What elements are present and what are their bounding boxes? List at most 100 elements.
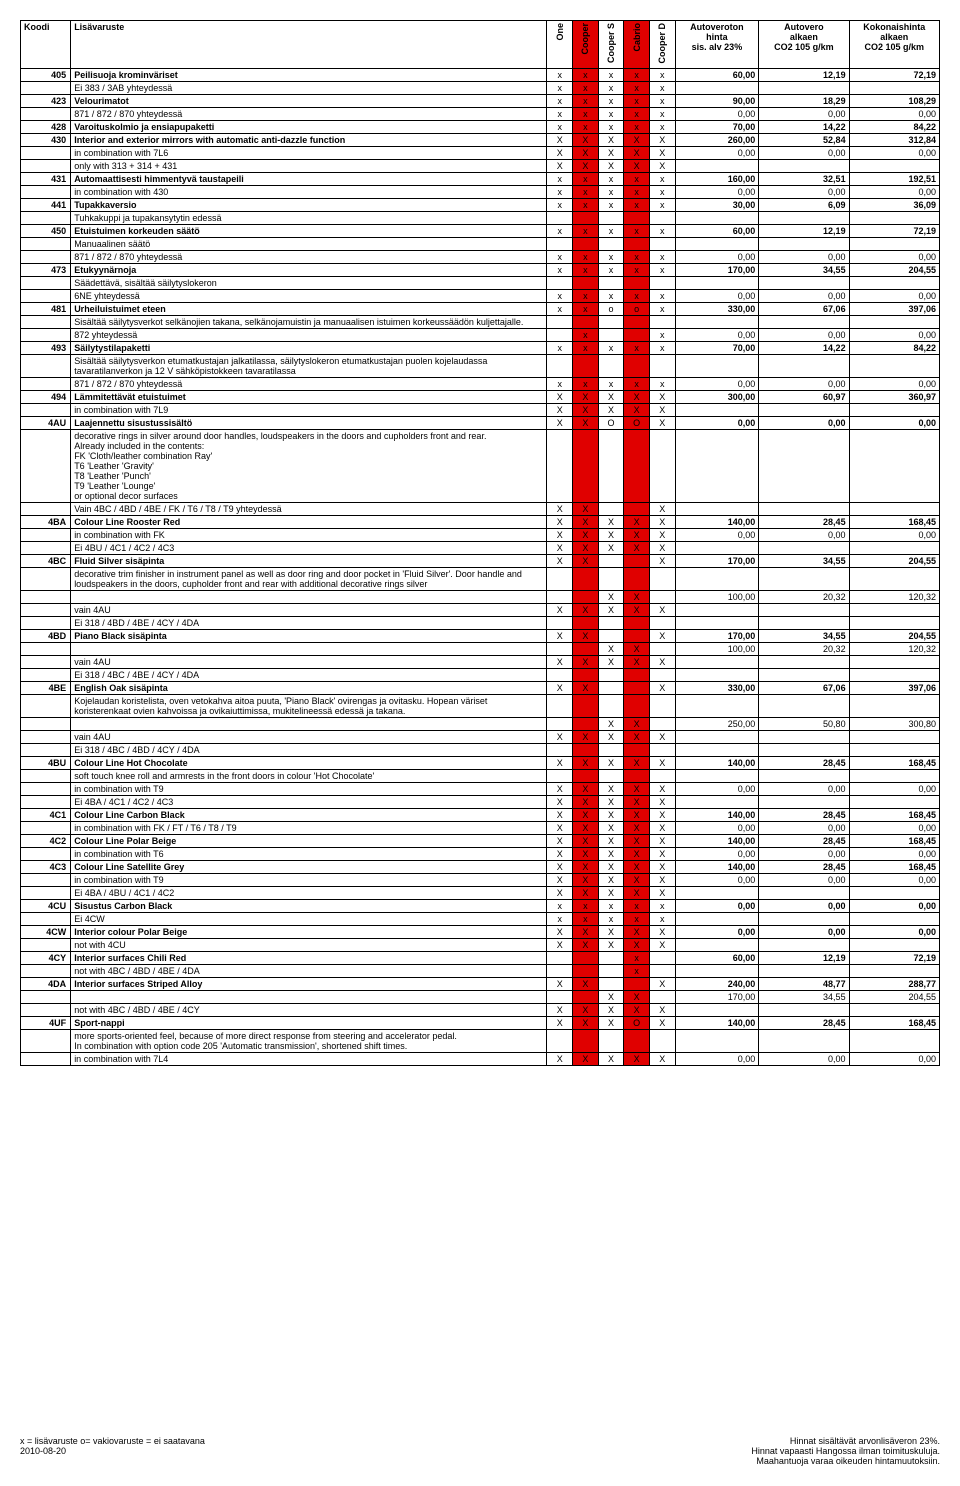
table-row: soft touch knee roll and armrests in the… (21, 769, 940, 782)
mark-cell: X (573, 1052, 599, 1065)
price-cell (759, 276, 849, 289)
mark-cell: X (624, 717, 650, 730)
table-row: in combination with T9XXXXX0,000,000,00 (21, 782, 940, 795)
code-cell (21, 211, 71, 224)
table-row: 871 / 872 / 870 yhteydessäxxxxx0,000,000… (21, 250, 940, 263)
mark-cell (573, 237, 599, 250)
price-cell: 14,22 (759, 341, 849, 354)
price-cell: 170,00 (675, 990, 759, 1003)
price-cell (849, 276, 939, 289)
mark-cell: x (547, 185, 573, 198)
desc-cell: Peilisuoja krominväriset (71, 68, 547, 81)
mark-cell: x (649, 377, 675, 390)
price-cell: 140,00 (675, 756, 759, 769)
mark-cell: x (649, 185, 675, 198)
mark-cell (573, 694, 599, 717)
table-row: decorative rings in silver around door h… (21, 429, 940, 502)
price-cell (675, 668, 759, 681)
price-cell (849, 1029, 939, 1052)
date: 2010-08-20 (20, 1446, 205, 1456)
price-cell (675, 616, 759, 629)
price-cell: 0,00 (849, 925, 939, 938)
mark-cell: X (547, 603, 573, 616)
price-cell (849, 964, 939, 977)
code-cell (21, 377, 71, 390)
code-cell (21, 159, 71, 172)
price-cell (849, 655, 939, 668)
price-cell: 0,00 (849, 782, 939, 795)
price-cell: 67,06 (759, 302, 849, 315)
price-cell (675, 315, 759, 328)
mark-cell (547, 429, 573, 502)
price-cell: 0,00 (759, 377, 849, 390)
mark-cell: X (624, 873, 650, 886)
desc-cell: decorative trim finisher in instrument p… (71, 567, 547, 590)
desc-cell: Lämmitettävät etuistuimet (71, 390, 547, 403)
mark-cell: X (547, 847, 573, 860)
price-cell: 170,00 (675, 554, 759, 567)
mark-cell: X (624, 159, 650, 172)
price-cell (759, 912, 849, 925)
price-cell: 0,00 (675, 185, 759, 198)
mark-cell (547, 642, 573, 655)
mark-cell (598, 354, 624, 377)
mark-cell (573, 616, 599, 629)
table-row: Sisältää säilytysverkot selkänojien taka… (21, 315, 940, 328)
mark-cell: X (573, 1016, 599, 1029)
mark-cell: X (649, 795, 675, 808)
mark-cell: x (598, 377, 624, 390)
mark-cell: X (649, 977, 675, 990)
price-cell (675, 769, 759, 782)
code-cell (21, 847, 71, 860)
mark-cell (649, 642, 675, 655)
price-cell (849, 616, 939, 629)
desc-cell: Etukyynärnoja (71, 263, 547, 276)
mark-cell: X (649, 629, 675, 642)
desc-cell: Fluid Silver sisäpinta (71, 554, 547, 567)
mark-cell: X (624, 938, 650, 951)
mark-cell: X (624, 808, 650, 821)
price-cell (759, 769, 849, 782)
mark-cell: X (547, 390, 573, 403)
mark-cell: X (649, 133, 675, 146)
mark-cell: x (573, 289, 599, 302)
mark-cell: x (547, 107, 573, 120)
mark-cell: X (624, 795, 650, 808)
mark-cell: x (598, 172, 624, 185)
table-row: Säädettävä, sisältää säilytyslokeron (21, 276, 940, 289)
code-cell: 4UF (21, 1016, 71, 1029)
table-row: 4CYInterior surfaces Chili Redx60,0012,1… (21, 951, 940, 964)
mark-cell (547, 694, 573, 717)
code-cell (21, 250, 71, 263)
price-cell (675, 603, 759, 616)
price-cell (675, 159, 759, 172)
mark-cell: X (624, 821, 650, 834)
desc-cell: Sisältää säilytysverkon etumatkustajan j… (71, 354, 547, 377)
mark-cell: X (649, 925, 675, 938)
mark-cell (624, 567, 650, 590)
mark-cell (624, 616, 650, 629)
mark-cell (649, 668, 675, 681)
desc-cell: Colour Line Rooster Red (71, 515, 547, 528)
price-cell (759, 1029, 849, 1052)
mark-cell (598, 769, 624, 782)
mark-cell: X (598, 795, 624, 808)
price-cell: 360,97 (849, 390, 939, 403)
table-row: vain 4AUXXXXX (21, 655, 940, 668)
price-cell (849, 886, 939, 899)
desc-cell: Sisältää säilytysverkot selkänojien taka… (71, 315, 547, 328)
price-cell (849, 502, 939, 515)
mark-cell: x (573, 250, 599, 263)
mark-cell: X (649, 756, 675, 769)
price-cell (849, 567, 939, 590)
price-cell (849, 938, 939, 951)
price-cell (759, 616, 849, 629)
price-cell: 0,00 (849, 416, 939, 429)
mark-cell: X (573, 886, 599, 899)
price-cell: 0,00 (849, 1052, 939, 1065)
price-cell: 0,00 (849, 377, 939, 390)
price-cell (759, 354, 849, 377)
mark-cell: X (573, 860, 599, 873)
mark-cell: X (547, 886, 573, 899)
mark-cell (598, 681, 624, 694)
